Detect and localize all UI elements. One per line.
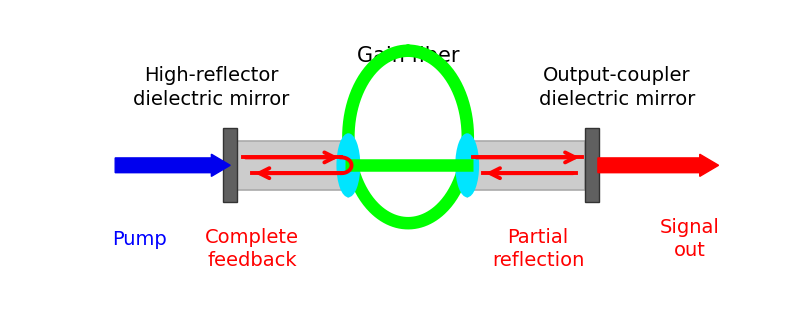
Text: Gain fiber: Gain fiber [357,46,459,66]
Text: Output-coupler
dielectric mirror: Output-coupler dielectric mirror [539,67,695,109]
Text: Complete
feedback: Complete feedback [205,228,299,270]
Bar [586,128,599,202]
Text: Pump: Pump [112,230,166,249]
Bar [223,128,237,202]
Text: Partial
reflection: Partial reflection [492,228,585,270]
Text: Signal
out: Signal out [659,218,719,260]
Text: High-reflector
dielectric mirror: High-reflector dielectric mirror [133,67,290,109]
Bar [237,141,343,190]
Polygon shape [467,133,472,197]
FancyArrow shape [598,154,719,176]
Ellipse shape [337,133,360,197]
Polygon shape [343,133,349,197]
Ellipse shape [455,133,479,197]
FancyArrow shape [115,154,230,176]
Bar [472,141,586,190]
